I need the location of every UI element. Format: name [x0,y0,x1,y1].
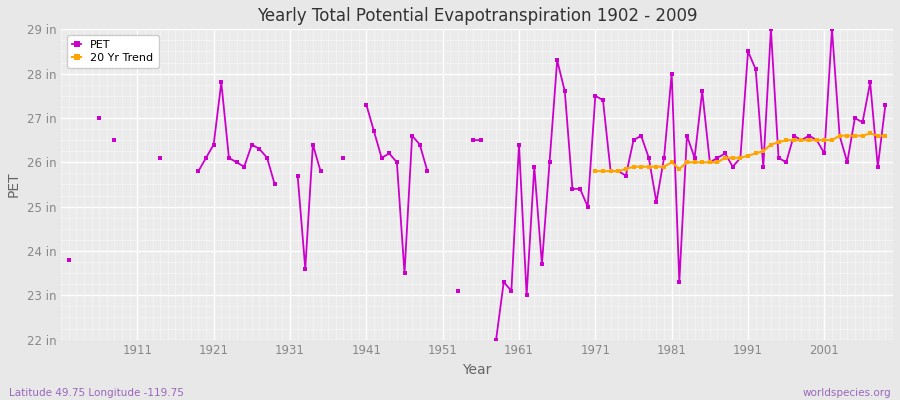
20 Yr Trend [850,133,860,138]
20 Yr Trend [720,156,731,160]
20 Yr Trend [628,164,639,169]
20 Yr Trend [872,133,883,138]
Line: 20 Yr Trend: 20 Yr Trend [594,132,887,173]
20 Yr Trend [842,133,852,138]
20 Yr Trend [811,138,822,142]
20 Yr Trend [865,131,876,136]
20 Yr Trend [598,169,608,174]
20 Yr Trend [819,138,830,142]
20 Yr Trend [613,169,624,174]
20 Yr Trend [666,160,677,165]
PET [155,156,166,160]
20 Yr Trend [689,160,700,165]
20 Yr Trend [788,138,799,142]
X-axis label: Year: Year [463,363,491,377]
20 Yr Trend [742,153,753,158]
20 Yr Trend [590,169,600,174]
20 Yr Trend [644,164,654,169]
20 Yr Trend [681,160,692,165]
20 Yr Trend [826,138,837,142]
20 Yr Trend [605,169,616,174]
Legend: PET, 20 Yr Trend: PET, 20 Yr Trend [67,35,158,68]
Y-axis label: PET: PET [7,172,21,197]
PET [453,288,464,293]
20 Yr Trend [620,166,631,171]
20 Yr Trend [796,138,807,142]
20 Yr Trend [659,164,670,169]
PET [63,258,74,262]
20 Yr Trend [635,164,646,169]
20 Yr Trend [766,142,777,147]
20 Yr Trend [751,151,761,156]
20 Yr Trend [834,133,845,138]
20 Yr Trend [857,133,868,138]
20 Yr Trend [651,164,661,169]
20 Yr Trend [804,138,814,142]
20 Yr Trend [674,166,685,171]
PET [880,102,891,107]
PET [773,156,784,160]
PET [201,156,212,160]
20 Yr Trend [705,160,716,165]
Line: PET: PET [67,28,887,341]
PET [720,151,731,156]
20 Yr Trend [727,156,738,160]
20 Yr Trend [773,140,784,145]
Text: worldspecies.org: worldspecies.org [803,388,891,398]
20 Yr Trend [735,156,746,160]
20 Yr Trend [758,149,769,154]
Text: Latitude 49.75 Longitude -119.75: Latitude 49.75 Longitude -119.75 [9,388,184,398]
20 Yr Trend [697,160,707,165]
20 Yr Trend [712,160,723,165]
PET [872,164,883,169]
Title: Yearly Total Potential Evapotranspiration 1902 - 2009: Yearly Total Potential Evapotranspiratio… [256,7,698,25]
20 Yr Trend [880,133,891,138]
20 Yr Trend [781,138,792,142]
